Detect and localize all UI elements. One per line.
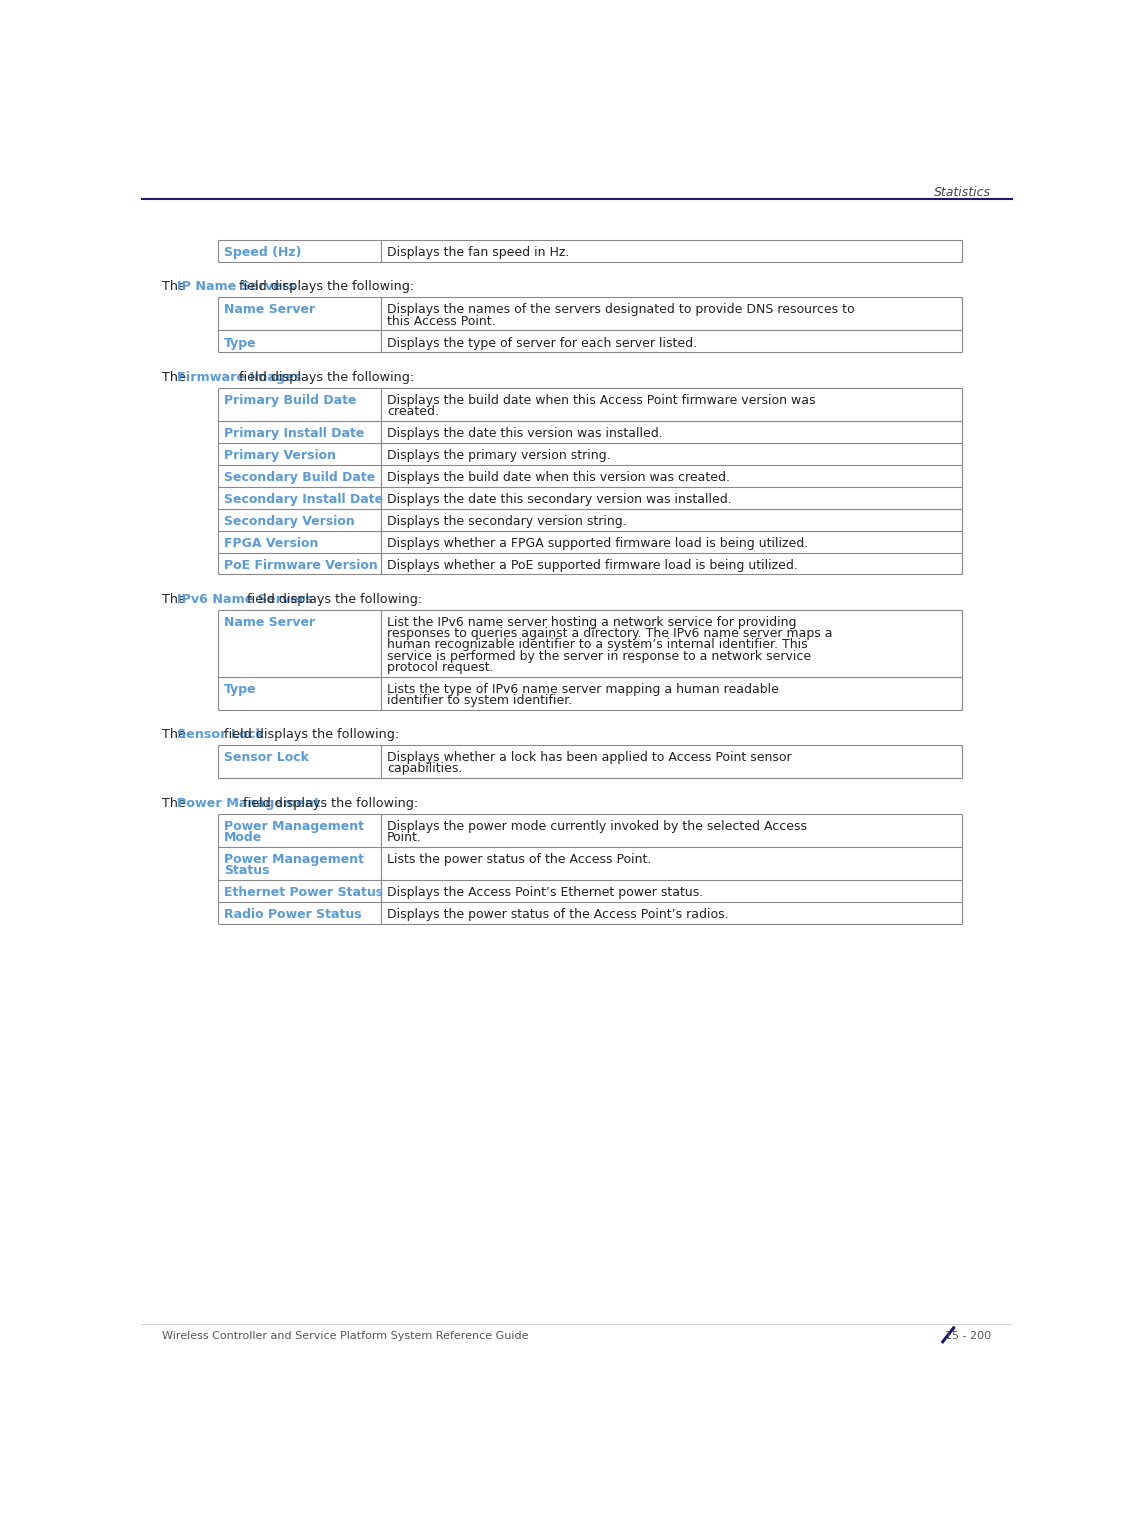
Text: service is performed by the server in response to a network service: service is performed by the server in re…	[387, 650, 811, 662]
Text: Displays the power mode currently invoked by the selected Access: Displays the power mode currently invoke…	[387, 820, 807, 833]
Text: responses to queries against a directory. The IPv6 name server maps a: responses to queries against a directory…	[387, 627, 832, 641]
Text: Displays the Access Point’s Ethernet power status.: Displays the Access Point’s Ethernet pow…	[387, 887, 703, 899]
Text: Primary Version: Primary Version	[224, 449, 336, 461]
Text: Primary Build Date: Primary Build Date	[224, 393, 357, 407]
Text: Displays the build date when this version was created.: Displays the build date when this versio…	[387, 471, 730, 484]
Text: created.: created.	[387, 405, 439, 417]
Text: Secondary Install Date: Secondary Install Date	[224, 493, 384, 505]
Text: capabilities.: capabilities.	[387, 762, 462, 776]
Text: this Access Point.: this Access Point.	[387, 314, 496, 328]
Text: IPv6 Name Servers: IPv6 Name Servers	[177, 594, 313, 606]
Text: Power Management: Power Management	[224, 853, 364, 865]
Text: Secondary Build Date: Secondary Build Date	[224, 471, 376, 484]
Text: The: The	[162, 797, 190, 809]
Text: Displays the date this version was installed.: Displays the date this version was insta…	[387, 427, 663, 440]
Text: Status: Status	[224, 864, 270, 877]
Text: Displays the secondary version string.: Displays the secondary version string.	[387, 515, 627, 528]
Text: human recognizable identifier to a system’s internal identifier. This: human recognizable identifier to a syste…	[387, 639, 808, 651]
Text: Statistics: Statistics	[934, 187, 991, 199]
Text: field displays the following:: field displays the following:	[240, 797, 418, 809]
Text: Displays the fan speed in Hz.: Displays the fan speed in Hz.	[387, 246, 569, 260]
Text: Displays the type of server for each server listed.: Displays the type of server for each ser…	[387, 337, 698, 349]
Text: Displays the primary version string.: Displays the primary version string.	[387, 449, 611, 461]
Text: Radio Power Status: Radio Power Status	[224, 908, 362, 921]
Text: Displays the build date when this Access Point firmware version was: Displays the build date when this Access…	[387, 393, 816, 407]
Text: Name Server: Name Server	[224, 616, 315, 628]
Text: field displays the following:: field displays the following:	[219, 729, 399, 741]
Text: Type: Type	[224, 683, 256, 695]
Text: field displays the following:: field displays the following:	[235, 370, 415, 384]
Text: FPGA Version: FPGA Version	[224, 537, 318, 550]
Text: Point.: Point.	[387, 830, 422, 844]
Text: 15 - 200: 15 - 200	[945, 1331, 991, 1340]
Text: Sensor Lock: Sensor Lock	[224, 751, 309, 764]
Text: Type: Type	[224, 337, 256, 349]
Text: Displays whether a PoE supported firmware load is being utilized.: Displays whether a PoE supported firmwar…	[387, 559, 798, 572]
Text: Displays whether a FPGA supported firmware load is being utilized.: Displays whether a FPGA supported firmwa…	[387, 537, 809, 550]
Text: Displays the names of the servers designated to provide DNS resources to: Displays the names of the servers design…	[387, 304, 855, 316]
Text: Secondary Version: Secondary Version	[224, 515, 356, 528]
Text: Ethernet Power Status: Ethernet Power Status	[224, 887, 384, 899]
Text: Lists the type of IPv6 name server mapping a human readable: Lists the type of IPv6 name server mappi…	[387, 683, 778, 695]
Text: identifier to system identifier.: identifier to system identifier.	[387, 694, 573, 707]
Text: protocol request.: protocol request.	[387, 660, 494, 674]
Text: The: The	[162, 281, 190, 293]
Text: Wireless Controller and Service Platform System Reference Guide: Wireless Controller and Service Platform…	[162, 1331, 529, 1340]
Text: field displays the following:: field displays the following:	[243, 594, 423, 606]
Text: Displays the date this secondary version was installed.: Displays the date this secondary version…	[387, 493, 732, 505]
Text: Firmware Images: Firmware Images	[177, 370, 302, 384]
Text: field displays the following:: field displays the following:	[235, 281, 415, 293]
Text: Power Management: Power Management	[177, 797, 320, 809]
Text: Primary Install Date: Primary Install Date	[224, 427, 364, 440]
Text: Name Server: Name Server	[224, 304, 315, 316]
Text: Speed (Hz): Speed (Hz)	[224, 246, 302, 260]
Text: Sensor Lock: Sensor Lock	[177, 729, 263, 741]
Text: IP Name Servers: IP Name Servers	[177, 281, 296, 293]
Text: Power Management: Power Management	[224, 820, 364, 833]
Text: The: The	[162, 729, 190, 741]
Text: The: The	[162, 370, 190, 384]
Text: PoE Firmware Version: PoE Firmware Version	[224, 559, 378, 572]
Text: Displays whether a lock has been applied to Access Point sensor: Displays whether a lock has been applied…	[387, 751, 792, 764]
Text: Mode: Mode	[224, 830, 262, 844]
Text: Displays the power status of the Access Point’s radios.: Displays the power status of the Access …	[387, 908, 729, 921]
Text: Lists the power status of the Access Point.: Lists the power status of the Access Poi…	[387, 853, 651, 865]
Text: The: The	[162, 594, 190, 606]
Text: List the IPv6 name server hosting a network service for providing: List the IPv6 name server hosting a netw…	[387, 616, 796, 628]
